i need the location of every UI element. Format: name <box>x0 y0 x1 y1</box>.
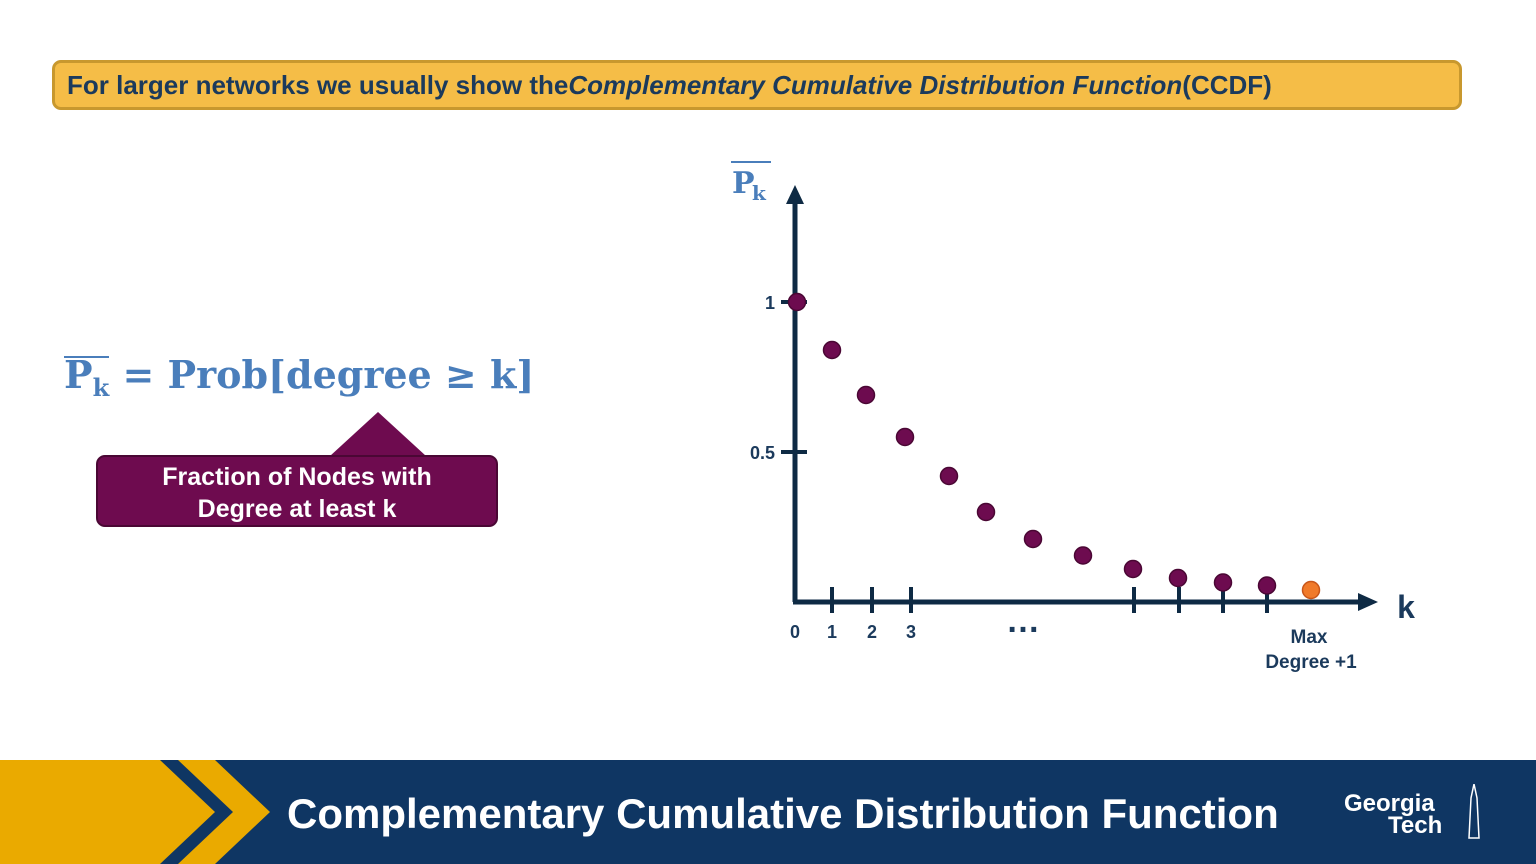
data-point <box>1123 559 1143 579</box>
formula-symbol: P <box>64 352 93 397</box>
x-tick-label: 2 <box>867 622 877 642</box>
y-tick-label: 1 <box>765 293 775 313</box>
y-tick-label: 0.5 <box>750 443 775 463</box>
footer-title: Complementary Cumulative Distribution Fu… <box>287 790 1279 837</box>
footer-chevron <box>178 760 270 864</box>
y-axis-label: P <box>732 166 755 201</box>
max-degree-label-line-2: Degree +1 <box>1265 652 1357 673</box>
data-point <box>1213 573 1233 592</box>
data-point <box>1023 529 1043 549</box>
formula-subscript: k <box>92 373 110 402</box>
logo-line-1: Georgia <box>1344 790 1435 817</box>
x-axis-label: k <box>1397 589 1415 625</box>
logo-line-2: Tech <box>1388 812 1443 839</box>
data-point <box>822 340 842 360</box>
y-axis-label-subscript: k <box>752 181 767 205</box>
definition-callout: Fraction of Nodes with Degree at least k <box>96 455 498 527</box>
data-point <box>939 466 959 486</box>
x-tick-label: 3 <box>906 622 916 642</box>
data-point <box>787 292 807 312</box>
x-axis-arrow <box>1358 593 1378 611</box>
data-point <box>1168 568 1188 588</box>
ccdf-formula: Pk = Prob[degree ≥ k] <box>64 352 534 402</box>
footer-chevrons <box>0 760 270 864</box>
max-degree-label-line-1: Max <box>1291 627 1328 648</box>
footer-bar <box>0 760 1536 864</box>
banner-text-before: For larger networks we usually show the <box>67 69 569 100</box>
banner-text-after: (CCDF) <box>1182 69 1272 100</box>
banner-text-italic: Complementary Cumulative Distribution Fu… <box>568 69 1183 100</box>
data-point <box>1301 580 1321 600</box>
tower-icon <box>1468 784 1480 839</box>
callout-pointer <box>330 412 426 456</box>
data-point <box>856 385 876 405</box>
callout-line-2: Degree at least k <box>197 495 397 523</box>
x-tick-label: 0 <box>790 622 800 642</box>
y-axis-arrow <box>786 185 804 204</box>
callout-line-1: Fraction of Nodes with <box>162 463 432 491</box>
data-point <box>895 427 915 447</box>
formula-p-bar: Pk <box>64 352 110 402</box>
chart-ticks <box>781 300 1269 613</box>
data-point <box>976 502 996 522</box>
georgia-tech-logo: Georgia Tech <box>1340 784 1490 840</box>
footer-gold-block <box>0 760 215 864</box>
x-ellipsis-label: … <box>1006 602 1040 640</box>
chart-points <box>787 292 1321 600</box>
x-tick-label: 1 <box>827 622 837 642</box>
data-point <box>1257 576 1277 595</box>
header-banner: For larger networks we usually show the … <box>52 60 1462 110</box>
formula-rest: = Prob[degree ≥ k] <box>109 352 535 397</box>
data-point <box>1073 546 1093 565</box>
